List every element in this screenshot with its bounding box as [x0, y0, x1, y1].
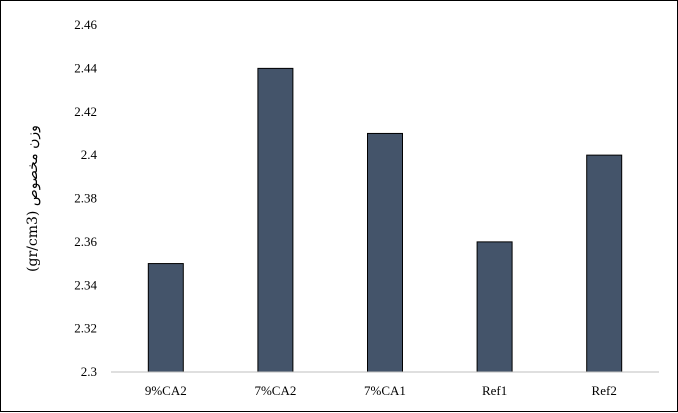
bars [147, 67, 623, 373]
y-tick-label: 2.42 [74, 104, 97, 119]
y-tick-label: 2.44 [74, 60, 97, 75]
bar-7-ca2 [257, 67, 294, 373]
bar-7-ca1 [367, 132, 403, 373]
y-tick-label: 2.38 [74, 191, 97, 206]
y-tick-label: 2.32 [74, 321, 97, 336]
x-tick-label: Ref2 [592, 383, 617, 398]
x-tick-label: 7%CA1 [364, 383, 406, 398]
y-tick-label: 2.4 [81, 147, 98, 162]
bar-9-ca2 [147, 263, 184, 373]
bar-ref2 [586, 154, 623, 373]
x-axis-ticks: 9%CA2 7%CA2 7%CA1 Ref1 Ref2 [145, 383, 617, 398]
y-tick-label: 2.3 [81, 364, 97, 379]
y-tick-label: 2.36 [74, 234, 97, 249]
y-axis-title: (gr/cm3) وزن مخصوص [25, 125, 41, 272]
y-tick-label: 2.46 [74, 17, 97, 32]
x-tick-label: 7%CA2 [254, 383, 296, 398]
x-tick-label: Ref1 [482, 383, 507, 398]
y-axis-ticks: 2.3 2.32 2.34 2.36 2.38 2.4 2.42 2.44 2.46 [74, 17, 97, 379]
bar-ref1 [476, 241, 513, 373]
x-tick-label: 9%CA2 [145, 383, 187, 398]
y-tick-label: 2.34 [74, 277, 97, 292]
